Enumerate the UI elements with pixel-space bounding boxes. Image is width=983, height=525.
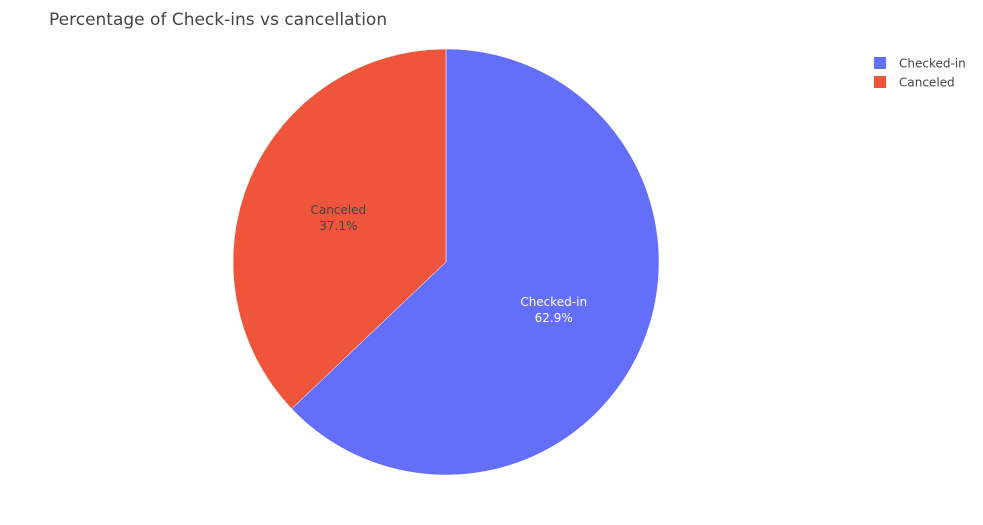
legend-swatch (874, 57, 886, 69)
slice-label-percent: 62.9% (535, 311, 573, 325)
slice-label-name: Checked-in (520, 295, 587, 309)
legend-item[interactable]: Canceled (874, 76, 955, 90)
legend-item[interactable]: Checked-in (874, 57, 966, 71)
pie-slice-labels: Checked-in 62.9% Canceled 37.1% (310, 203, 587, 325)
pie-slice-canceled (232, 48, 447, 410)
pie-slices (232, 48, 660, 476)
slice-label-name: Canceled (310, 203, 366, 217)
pie-slice-checked-in (291, 48, 660, 476)
slice-label-percent: 37.1% (319, 219, 357, 233)
legend-label: Canceled (899, 76, 955, 90)
chart-title: Percentage of Check-ins vs cancellation (49, 10, 387, 30)
legend-swatch (874, 76, 886, 88)
legend-label: Checked-in (899, 57, 966, 71)
legend: Checked-in Canceled (874, 57, 966, 90)
